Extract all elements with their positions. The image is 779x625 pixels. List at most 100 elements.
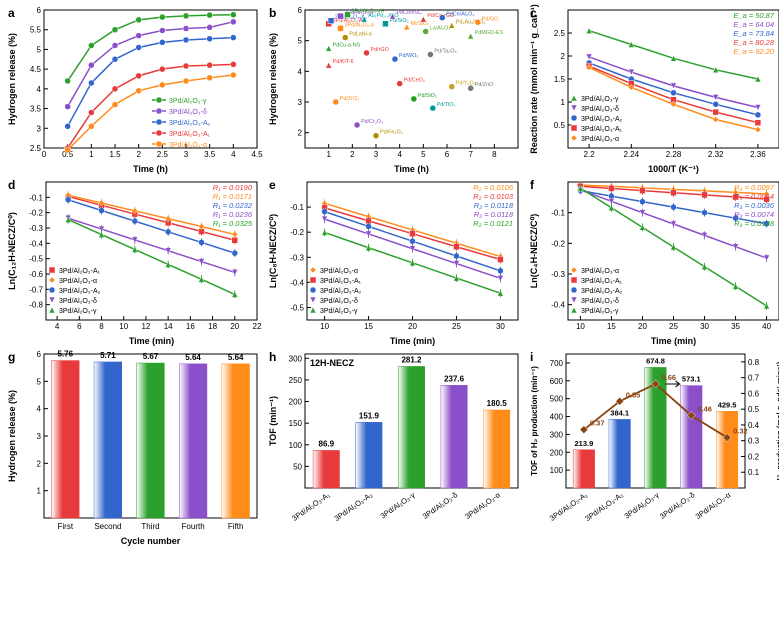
svg-text:-0.3: -0.3 bbox=[29, 224, 43, 233]
svg-text:2: 2 bbox=[350, 150, 355, 159]
svg-text:R₃ = 0.0128: R₃ = 0.0128 bbox=[734, 219, 775, 228]
svg-text:Pd/Cr₂O₃: Pd/Cr₂O₃ bbox=[361, 119, 383, 125]
svg-text:R₂ = 0.0106: R₂ = 0.0106 bbox=[473, 183, 514, 192]
svg-text:-0.1: -0.1 bbox=[551, 209, 565, 218]
svg-text:10: 10 bbox=[119, 322, 128, 331]
svg-text:429.5: 429.5 bbox=[718, 400, 737, 409]
svg-text:2.36: 2.36 bbox=[750, 150, 766, 159]
svg-text:PdCe/Al₂O₃: PdCe/Al₂O₃ bbox=[446, 12, 474, 18]
svg-text:-0.8: -0.8 bbox=[29, 301, 43, 310]
panel-d: d46810121416182022-0.8-0.7-0.6-0.5-0.4-0… bbox=[4, 176, 263, 346]
svg-text:5.64: 5.64 bbox=[185, 353, 201, 362]
svg-text:3Pd/Al₂O₃-α: 3Pd/Al₂O₃-α bbox=[581, 136, 619, 143]
svg-text:Cycle number: Cycle number bbox=[121, 536, 181, 546]
svg-text:20: 20 bbox=[638, 322, 647, 331]
svg-text:Time (min): Time (min) bbox=[390, 336, 435, 346]
svg-text:Ln(C₈H-NECZ/C⁰): Ln(C₈H-NECZ/C⁰) bbox=[268, 214, 278, 288]
svg-text:-0.3: -0.3 bbox=[551, 270, 565, 279]
svg-text:-0.5: -0.5 bbox=[290, 303, 304, 312]
svg-text:3Pd/Al₂O₃-A₁: 3Pd/Al₂O₃-A₁ bbox=[290, 490, 332, 523]
panel-b: b1234567823456Time (h)Hydrogen release (… bbox=[265, 4, 524, 174]
svg-text:3Pd/Al₂O₃-A₁: 3Pd/Al₂O₃-A₁ bbox=[169, 131, 211, 138]
svg-text:Pd/GO: Pd/GO bbox=[482, 16, 498, 22]
svg-text:1: 1 bbox=[37, 487, 42, 496]
svg-text:PdCu-a-NS: PdCu-a-NS bbox=[333, 42, 361, 48]
svg-text:25: 25 bbox=[452, 322, 461, 331]
svg-text:R₃ = 0.0036: R₃ = 0.0036 bbox=[734, 201, 775, 210]
panel-label-b: b bbox=[269, 6, 276, 20]
svg-text:Third: Third bbox=[141, 522, 159, 531]
svg-text:0.1: 0.1 bbox=[748, 468, 760, 477]
svg-text:3: 3 bbox=[37, 432, 42, 441]
svg-text:5.67: 5.67 bbox=[143, 352, 159, 361]
svg-text:1.5: 1.5 bbox=[554, 75, 566, 84]
panel-label-d: d bbox=[8, 178, 15, 192]
svg-text:25: 25 bbox=[669, 322, 678, 331]
svg-text:MI/SiO₂: MI/SiO₂ bbox=[411, 21, 430, 27]
svg-text:-0.1: -0.1 bbox=[290, 203, 304, 212]
svg-text:3Pd/Al₂O₃-α: 3Pd/Al₂O₃-α bbox=[345, 22, 374, 28]
svg-text:PdLaNi-a: PdLaNi-a bbox=[349, 32, 371, 38]
svg-text:Time (min): Time (min) bbox=[129, 336, 174, 346]
svg-text:2.28: 2.28 bbox=[666, 150, 682, 159]
svg-text:0.46: 0.46 bbox=[697, 404, 712, 413]
svg-text:-0.2: -0.2 bbox=[290, 228, 304, 237]
panel-g: g123456Hydrogen release (%)Cycle number5… bbox=[4, 348, 263, 548]
svg-text:151.9: 151.9 bbox=[359, 411, 380, 420]
svg-text:3Pd/Al₂O₃-γ: 3Pd/Al₂O₃-γ bbox=[59, 308, 97, 315]
svg-text:R₂ = 0.0103: R₂ = 0.0103 bbox=[473, 192, 514, 201]
svg-text:2.5: 2.5 bbox=[157, 150, 169, 159]
svg-text:1: 1 bbox=[326, 150, 331, 159]
svg-text:0.6: 0.6 bbox=[748, 389, 760, 398]
svg-text:3: 3 bbox=[374, 150, 379, 159]
svg-text:-0.5: -0.5 bbox=[29, 255, 43, 264]
svg-text:3Pd/Al₂O₃-α: 3Pd/Al₂O₃-α bbox=[59, 278, 97, 285]
svg-text:15: 15 bbox=[607, 322, 616, 331]
svg-text:Fifth: Fifth bbox=[228, 522, 244, 531]
svg-text:4: 4 bbox=[37, 85, 42, 94]
svg-text:0: 0 bbox=[42, 150, 47, 159]
panel-label-i: i bbox=[530, 350, 533, 364]
svg-text:2: 2 bbox=[37, 459, 42, 468]
svg-text:-0.3: -0.3 bbox=[290, 253, 304, 262]
svg-text:2: 2 bbox=[561, 52, 566, 61]
svg-text:Hydrogen release (%): Hydrogen release (%) bbox=[7, 33, 17, 125]
svg-text:3Pd/Al₂O₃-α: 3Pd/Al₂O₃-α bbox=[694, 490, 733, 521]
svg-text:3Pd/Al₂O₃-A₂: 3Pd/Al₂O₃-A₂ bbox=[320, 288, 362, 295]
svg-text:1000/T (K⁻¹): 1000/T (K⁻¹) bbox=[648, 164, 699, 174]
svg-text:600: 600 bbox=[550, 377, 564, 386]
svg-text:0.8: 0.8 bbox=[748, 358, 760, 367]
svg-text:-0.4: -0.4 bbox=[551, 301, 565, 310]
svg-text:0.55: 0.55 bbox=[626, 390, 641, 399]
svg-text:R₂ = 0.0121: R₂ = 0.0121 bbox=[473, 219, 513, 228]
svg-text:250: 250 bbox=[289, 376, 303, 385]
svg-text:2: 2 bbox=[298, 129, 303, 138]
svg-text:6: 6 bbox=[37, 350, 42, 359]
svg-text:0.4: 0.4 bbox=[748, 421, 760, 430]
svg-text:-0.7: -0.7 bbox=[29, 285, 43, 294]
svg-text:TOF of H₂ production (min⁻¹): TOF of H₂ production (min⁻¹) bbox=[530, 366, 539, 476]
svg-text:Ln(C₄H-NECZ/C⁰): Ln(C₄H-NECZ/C⁰) bbox=[529, 214, 539, 288]
svg-text:Ln(C₁₂H-NECZ/C⁰): Ln(C₁₂H-NECZ/C⁰) bbox=[7, 212, 17, 290]
svg-text:E_a = 92.20: E_a = 92.20 bbox=[733, 47, 774, 56]
svg-text:0.2: 0.2 bbox=[748, 452, 760, 461]
svg-text:3Pd/Al₂O₃-δ: 3Pd/Al₂O₃-δ bbox=[581, 298, 619, 305]
svg-text:Hydrogen release (%): Hydrogen release (%) bbox=[268, 33, 278, 125]
svg-text:R₃ = 0.0074: R₃ = 0.0074 bbox=[734, 210, 774, 219]
svg-text:3Pd/Al₂O₃-A₁: 3Pd/Al₂O₃-A₁ bbox=[548, 490, 590, 523]
svg-text:573.1: 573.1 bbox=[682, 375, 701, 384]
svg-text:-0.4: -0.4 bbox=[290, 278, 304, 287]
svg-text:Time (min): Time (min) bbox=[651, 336, 696, 346]
svg-text:3Pd/Al₂O₃-A₁: 3Pd/Al₂O₃-A₁ bbox=[59, 268, 101, 275]
svg-text:3Pd/Al₂O₃-γ: 3Pd/Al₂O₃-γ bbox=[623, 490, 661, 521]
svg-text:30: 30 bbox=[700, 322, 709, 331]
svg-text:R₁ = 0.0190: R₁ = 0.0190 bbox=[213, 183, 253, 192]
svg-text:35: 35 bbox=[731, 322, 740, 331]
svg-text:384.1: 384.1 bbox=[610, 408, 629, 417]
svg-text:R₁ = 0.0171: R₁ = 0.0171 bbox=[213, 192, 252, 201]
panel-label-h: h bbox=[269, 350, 276, 364]
panel-label-a: a bbox=[8, 6, 15, 20]
svg-text:Time (h): Time (h) bbox=[394, 164, 429, 174]
svg-text:400: 400 bbox=[550, 413, 564, 422]
svg-text:3Pd/Al₂O₃-A₁: 3Pd/Al₂O₃-A₁ bbox=[581, 126, 623, 133]
